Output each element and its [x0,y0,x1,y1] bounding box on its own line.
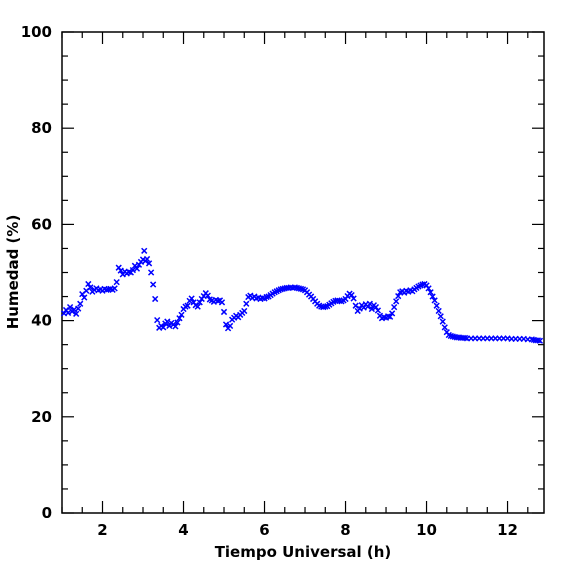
data-point [194,303,201,310]
data-point [388,310,396,317]
data-point [145,260,153,267]
data-point [188,295,195,302]
y-tick-label: 0 [42,504,52,522]
data-point [350,295,357,302]
data-point [441,324,448,331]
x-tick-label: 6 [259,521,269,539]
y-tick-label: 80 [31,119,52,137]
data-point [87,284,94,291]
data-point [66,304,74,311]
data-point [439,318,446,325]
data-point [427,289,434,296]
data-point [85,280,92,288]
data-point [150,281,157,288]
data-point [196,299,203,306]
data-point [243,300,250,307]
x-tick-label: 4 [178,521,188,539]
data-point [172,323,179,330]
data-point [226,322,234,330]
data-point [141,247,148,254]
data-point [348,291,355,299]
data-point [81,294,88,301]
data-point [372,304,380,311]
y-tick-label: 40 [31,312,52,330]
data-point [220,308,228,316]
data-point [129,266,137,274]
axis-tick-labels: 2 4 6 8 10 12 0 20 40 60 80 100 [21,23,518,539]
data-point [393,298,400,305]
data-point [366,300,373,307]
data-point [425,285,432,292]
data-point [75,305,82,312]
data-markers [60,247,544,344]
x-tick-label: 10 [416,521,437,539]
data-point [164,318,171,325]
data-point [222,321,230,328]
data-point [174,319,181,326]
data-point [178,311,185,318]
data-point [435,307,442,315]
data-point [431,297,438,304]
x-tick-label: 12 [497,521,518,539]
data-point [368,305,375,313]
data-point [64,309,72,317]
data-point [111,285,118,292]
data-point [218,299,226,306]
data-point [433,302,440,309]
axis-ticks [61,31,544,514]
data-point [204,292,211,299]
data-point [154,316,161,324]
data-point [391,304,398,311]
data-point [143,255,151,263]
x-tick-label: 2 [97,521,107,539]
y-axis-title: Humedad (%) [4,215,22,330]
data-point [437,313,444,320]
data-point [184,302,191,309]
data-point [386,313,394,320]
data-point [147,269,155,276]
y-tick-label: 60 [31,215,52,233]
x-axis-title: Tiempo Universal (h) [215,543,392,561]
data-point [374,307,382,314]
data-point [536,337,544,344]
data-point [73,310,80,317]
y-tick-label: 20 [31,408,52,426]
data-point [395,292,402,300]
data-point [160,324,167,331]
data-point [152,295,159,303]
data-point [113,278,120,286]
data-point [133,265,141,272]
y-tick-label: 100 [21,23,52,41]
data-point [176,315,183,322]
x-tick-label: 8 [340,521,350,539]
data-point [77,300,84,307]
data-point [429,293,436,300]
data-point [352,302,359,309]
data-point [241,307,248,315]
